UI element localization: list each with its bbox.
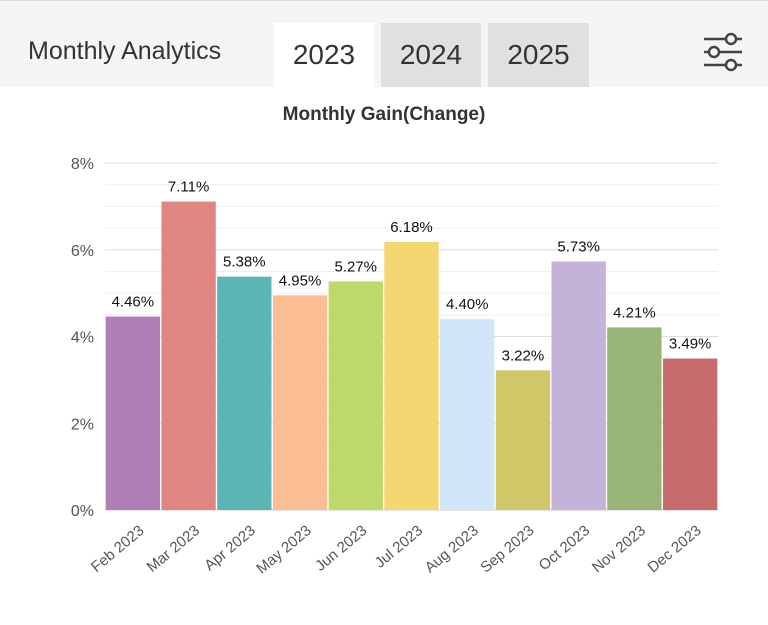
tab-label: 2024 (399, 39, 463, 70)
data-label: 5.38% (223, 254, 266, 271)
data-label: 6.18% (390, 219, 433, 236)
x-tick-label: Mar 2023 (144, 522, 203, 576)
y-tick-label: 8% (71, 156, 94, 173)
data-label: 5.27% (334, 258, 377, 275)
data-label: 4.21% (613, 304, 656, 321)
bar-nov-2023 (607, 327, 662, 510)
x-tick-label: Nov 2023 (589, 522, 649, 576)
y-tick-label: 2% (71, 416, 94, 433)
bar-may-2023 (272, 295, 328, 510)
bar-jun-2023 (328, 281, 383, 510)
bar-feb-2023 (105, 316, 161, 510)
x-tick-label: Feb 2023 (88, 522, 147, 576)
x-tick-label: Dec 2023 (645, 522, 705, 576)
chart-title: Monthly Gain(Change) (282, 104, 486, 125)
bar-jul-2023 (384, 241, 439, 510)
bar-apr-2023 (217, 276, 272, 510)
data-label: 5.73% (557, 238, 600, 255)
data-label: 4.40% (446, 296, 489, 313)
data-label: 3.22% (502, 347, 545, 364)
data-label: 3.49% (669, 336, 712, 353)
bar-dec-2023 (662, 358, 718, 510)
x-tick-label: Aug 2023 (422, 522, 482, 576)
bar-sep-2023 (495, 370, 551, 510)
y-tick-label: 6% (71, 243, 94, 260)
app-title: Monthly Analytics (28, 37, 222, 65)
data-label: 4.95% (279, 272, 322, 289)
bar-mar-2023 (161, 201, 216, 510)
data-label: 7.11% (168, 179, 209, 196)
tab-2025[interactable]: 2025 (488, 23, 589, 87)
tab-2023[interactable]: 2023 (274, 23, 374, 87)
y-tick-label: 4% (71, 330, 94, 347)
x-tick-label: May 2023 (253, 522, 314, 577)
y-tick-label: 0% (71, 503, 94, 520)
data-label: 4.46% (112, 294, 155, 311)
x-tick-label: Apr 2023 (201, 522, 259, 574)
tab-2024[interactable]: 2024 (381, 23, 481, 87)
bar-aug-2023 (440, 319, 495, 510)
tab-label: 2023 (292, 39, 356, 70)
settings-button[interactable] (700, 29, 746, 75)
bar-chart: 0% 2% 4% 6% 8% 4.46% Feb 2023 7.11% Mar 2023 5.38… (71, 156, 718, 577)
bar-oct-2023 (551, 261, 606, 510)
x-tick-label: Jun 2023 (312, 522, 370, 575)
sliders-icon (704, 32, 742, 72)
x-tick-label: Oct 2023 (536, 522, 594, 574)
header-bar: Monthly Analytics 2023 2024 2025 (0, 0, 768, 87)
x-tick-label: Sep 2023 (477, 522, 537, 576)
tab-label: 2025 (507, 39, 570, 70)
x-tick-label: Jul 2023 (372, 522, 426, 571)
